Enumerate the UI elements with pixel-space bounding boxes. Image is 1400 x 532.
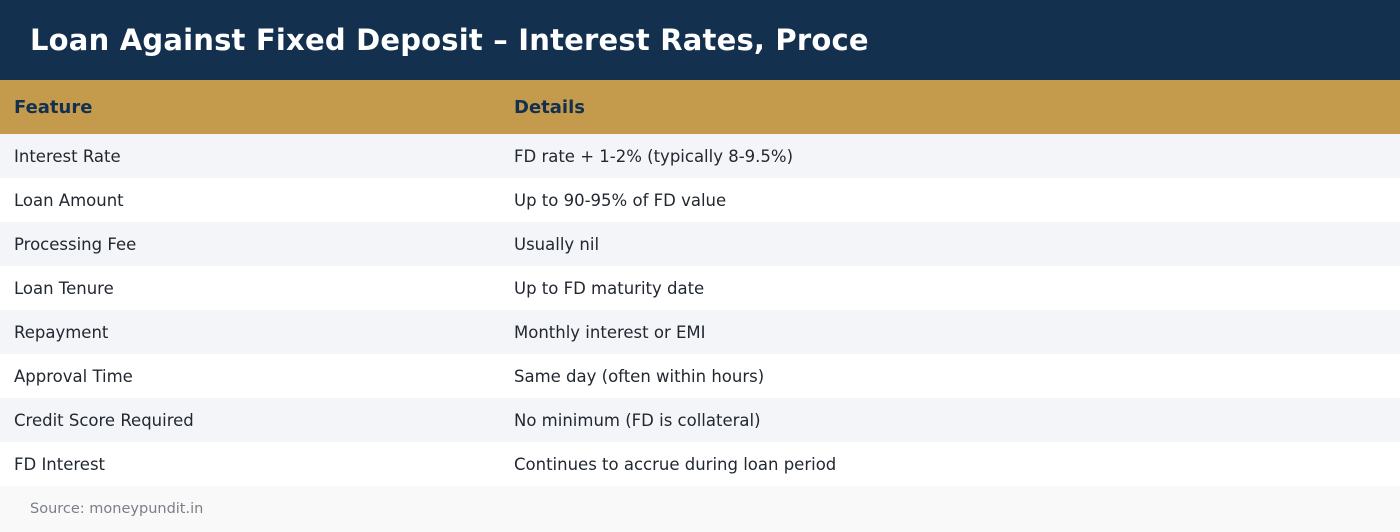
details-cell: Same day (often within hours) <box>514 366 765 386</box>
feature-cell: FD Interest <box>14 454 106 474</box>
feature-cell: Credit Score Required <box>14 410 194 430</box>
table-row: Interest Rate FD rate + 1-2% (typically … <box>0 134 1400 178</box>
details-cell: FD rate + 1-2% (typically 8-9.5%) <box>514 146 794 166</box>
feature-cell: Repayment <box>14 322 109 342</box>
table-row: Loan Amount Up to 90-95% of FD value <box>0 178 1400 222</box>
table-row: Repayment Monthly interest or EMI <box>0 310 1400 354</box>
table-header-row: Feature Details <box>0 80 1400 134</box>
feature-cell: Loan Tenure <box>14 278 114 298</box>
feature-cell: Processing Fee <box>14 234 137 254</box>
source-text: Source: moneypundit.in <box>30 501 204 517</box>
feature-cell: Interest Rate <box>14 146 121 166</box>
loan-features-table: Feature Details Interest Rate FD rate + … <box>0 80 1400 486</box>
details-cell: Up to 90-95% of FD value <box>514 190 727 210</box>
table-row: Approval Time Same day (often within hou… <box>0 354 1400 398</box>
feature-cell: Loan Amount <box>14 190 124 210</box>
details-cell: Up to FD maturity date <box>514 278 705 298</box>
page-header: Loan Against Fixed Deposit – Interest Ra… <box>0 0 1400 80</box>
source-footer: Source: moneypundit.in <box>0 486 1400 532</box>
details-cell: Continues to accrue during loan period <box>514 454 837 474</box>
table-row: Processing Fee Usually nil <box>0 222 1400 266</box>
details-cell: Monthly interest or EMI <box>514 322 706 342</box>
page-title: Loan Against Fixed Deposit – Interest Ra… <box>30 23 869 57</box>
feature-cell: Approval Time <box>14 366 133 386</box>
table-row: FD Interest Continues to accrue during l… <box>0 442 1400 486</box>
details-cell: No minimum (FD is collateral) <box>514 410 761 430</box>
column-header-feature: Feature <box>14 96 93 118</box>
details-cell: Usually nil <box>514 234 600 254</box>
table-row: Loan Tenure Up to FD maturity date <box>0 266 1400 310</box>
column-header-details: Details <box>514 96 585 118</box>
table-row: Credit Score Required No minimum (FD is … <box>0 398 1400 442</box>
